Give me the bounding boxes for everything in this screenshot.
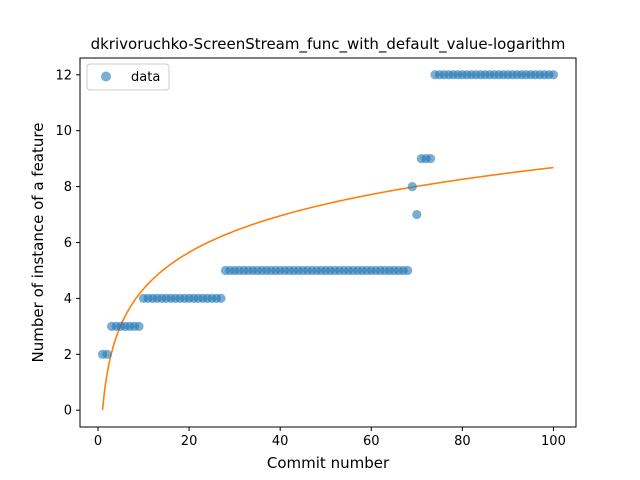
y-tick-label: 12 bbox=[55, 68, 72, 83]
x-tick-label: 20 bbox=[181, 434, 198, 449]
x-tick-label: 0 bbox=[94, 434, 102, 449]
data-point bbox=[403, 265, 413, 276]
data-point bbox=[425, 154, 436, 164]
y-tick-label: 6 bbox=[64, 236, 72, 251]
data-point bbox=[134, 321, 144, 331]
legend: data bbox=[86, 63, 170, 91]
data-point bbox=[412, 209, 422, 220]
y-tick-label: 8 bbox=[64, 180, 72, 195]
legend-entry-data: data bbox=[131, 70, 160, 85]
data-point bbox=[216, 293, 226, 304]
y-tick-label: 0 bbox=[64, 404, 72, 419]
data-point bbox=[102, 349, 112, 359]
y-axis-ticks: 0 2 4 6 8 10 12 bbox=[55, 68, 80, 419]
legend-box bbox=[86, 63, 170, 91]
x-tick-label: 80 bbox=[454, 434, 471, 449]
x-tick-label: 40 bbox=[272, 434, 289, 449]
points-layer bbox=[97, 70, 559, 359]
x-axis-label: Commit number bbox=[267, 454, 390, 472]
x-tick-label: 100 bbox=[541, 434, 566, 449]
y-tick-label: 10 bbox=[55, 124, 72, 139]
fit-line bbox=[101, 166, 554, 411]
chart-title: dkrivoruchko-ScreenStream_func_with_defa… bbox=[91, 35, 566, 54]
x-axis-ticks: 0 20 40 60 80 100 bbox=[94, 427, 566, 449]
y-axis-label: Number of instance of a feature bbox=[29, 123, 47, 363]
y-tick-label: 4 bbox=[64, 292, 72, 307]
data-point bbox=[548, 70, 559, 80]
x-tick-label: 60 bbox=[363, 434, 380, 449]
data-point bbox=[407, 181, 417, 192]
legend-marker bbox=[101, 71, 111, 82]
y-tick-label: 2 bbox=[64, 348, 72, 363]
fit-layer bbox=[101, 166, 554, 411]
